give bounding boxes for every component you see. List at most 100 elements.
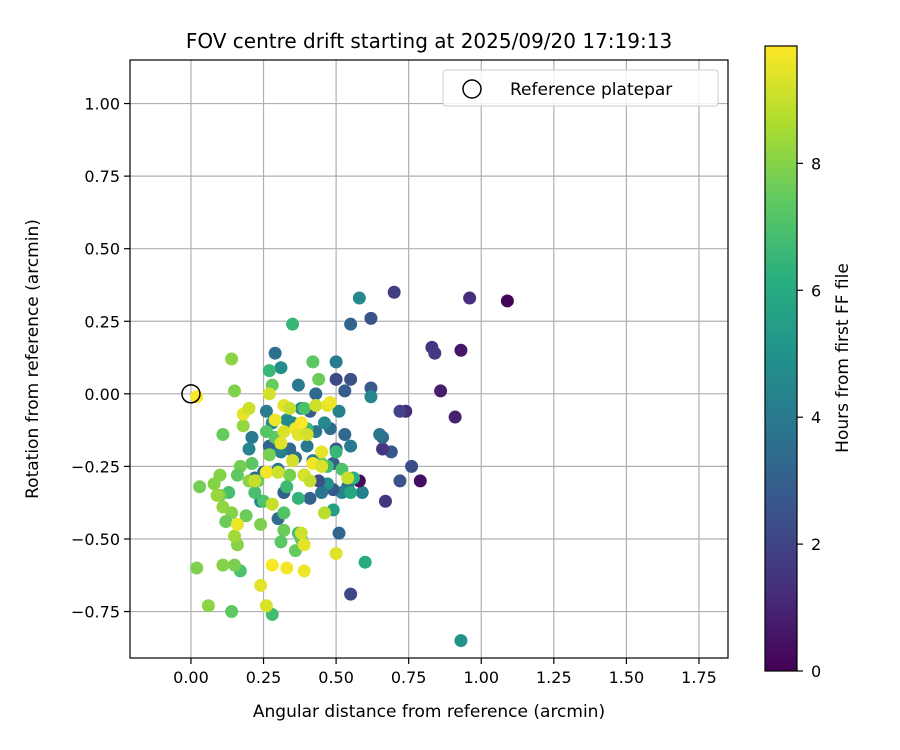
data-point <box>265 497 279 511</box>
data-point <box>393 404 407 418</box>
y-tick-label: 1.00 <box>84 95 120 114</box>
data-point <box>338 427 352 441</box>
data-point <box>306 355 320 369</box>
data-point <box>387 285 401 299</box>
data-point <box>242 442 256 456</box>
data-point <box>329 372 343 386</box>
data-point <box>291 378 305 392</box>
data-point <box>364 311 378 325</box>
data-point <box>190 561 204 575</box>
data-point <box>300 427 314 441</box>
colorbar-frame <box>764 45 798 672</box>
data-point <box>405 459 419 473</box>
data-point <box>294 416 308 430</box>
data-point <box>219 515 233 529</box>
legend-marker <box>462 79 482 99</box>
y-axis-ticks: −0.75 −0.50 −0.25 0.00 0.25 0.50 0.75 1.00 <box>71 95 130 622</box>
data-point <box>315 486 329 500</box>
scatter-points <box>190 285 514 648</box>
x-tick-label: 1.00 <box>463 668 499 687</box>
data-point <box>312 372 326 386</box>
data-point <box>376 442 390 456</box>
data-point <box>228 384 242 398</box>
data-point <box>268 346 282 360</box>
data-point <box>428 346 442 360</box>
x-tick-label: 0.25 <box>246 668 282 687</box>
data-point <box>344 317 358 331</box>
data-point <box>259 404 273 418</box>
data-point <box>454 343 468 357</box>
data-point <box>300 439 314 453</box>
data-point <box>344 486 358 500</box>
data-point <box>393 474 407 488</box>
data-point <box>329 546 343 560</box>
data-point <box>332 526 346 540</box>
data-point <box>216 427 230 441</box>
data-point <box>262 364 276 378</box>
legend-box <box>442 69 719 107</box>
data-point <box>201 599 215 613</box>
data-point <box>193 480 207 494</box>
data-point <box>317 506 331 520</box>
data-point <box>259 425 273 439</box>
chart-title: FOV centre drift starting at 2025/09/20 … <box>186 29 672 53</box>
data-point <box>323 396 337 410</box>
data-point <box>364 390 378 404</box>
data-point <box>248 474 262 488</box>
legend-label: Reference platepar <box>510 80 672 100</box>
data-point <box>239 509 253 523</box>
data-point <box>207 477 221 491</box>
y-tick-label: 0.25 <box>84 312 120 331</box>
data-point <box>303 491 317 505</box>
data-point <box>225 605 239 619</box>
data-point <box>245 457 259 471</box>
x-axis-label: Angular distance from reference (arcmin) <box>253 702 605 722</box>
data-point <box>297 538 311 552</box>
data-point <box>329 355 343 369</box>
plot-frame <box>129 59 729 659</box>
data-point <box>297 401 311 415</box>
data-point <box>268 413 282 427</box>
data-point <box>317 416 331 430</box>
data-point <box>309 398 323 412</box>
data-point <box>283 468 297 482</box>
data-point <box>500 294 514 308</box>
data-point <box>216 500 230 514</box>
data-point <box>332 404 346 418</box>
data-point <box>280 561 294 575</box>
data-point <box>248 486 262 500</box>
y-tick-label: −0.25 <box>71 457 120 476</box>
data-point <box>225 352 239 366</box>
data-point <box>245 430 259 444</box>
x-tick-label: 0.00 <box>173 668 209 687</box>
data-point <box>283 401 297 415</box>
data-point <box>315 445 329 459</box>
data-point <box>280 413 294 427</box>
colorbar-tick-label: 8 <box>811 154 821 173</box>
data-point <box>254 517 268 531</box>
data-point <box>262 448 276 462</box>
data-point <box>216 558 230 572</box>
colorbar-tick-label: 2 <box>811 535 821 554</box>
data-point <box>236 419 250 433</box>
data-point <box>274 535 288 549</box>
data-point <box>413 474 427 488</box>
data-point <box>463 291 477 305</box>
data-point <box>373 427 387 441</box>
data-point <box>254 578 268 592</box>
y-tick-label: 0.00 <box>84 385 120 404</box>
data-point <box>277 425 291 439</box>
y-tick-label: 0.75 <box>84 167 120 186</box>
data-point <box>271 465 285 479</box>
data-point <box>228 529 242 543</box>
y-axis-label: Rotation from reference (arcmin) <box>23 219 43 499</box>
data-point <box>344 372 358 386</box>
colorbar-ticks: 0 2 4 6 8 <box>797 154 821 681</box>
x-tick-label: 1.75 <box>681 668 717 687</box>
colorbar-gradient <box>765 46 797 671</box>
colorbar-label: Hours from first FF file <box>833 263 853 453</box>
y-tick-label: −0.50 <box>71 530 120 549</box>
data-point <box>274 361 288 375</box>
x-tick-label: 0.50 <box>318 668 354 687</box>
